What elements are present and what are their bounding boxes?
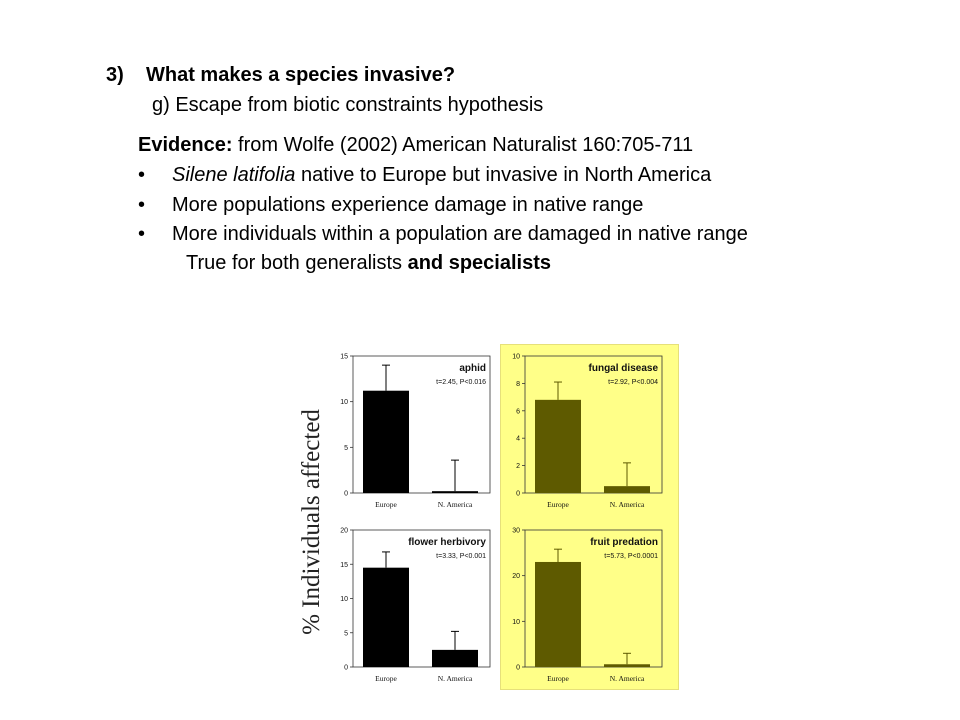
bullet-item: • Silene latifolia native to Europe but i… [138,164,711,187]
plot-frame [524,529,663,668]
slide-subheading: g) Escape from biotic constraints hypoth… [152,94,544,116]
y-tick-label: 4 [516,436,520,443]
y-tick-label: 8 [516,381,520,388]
panel-statistic: t=3.33, P<0.001 [436,553,486,560]
bar-europe [535,399,581,493]
bullet-text: native to Europe but invasive in North A… [295,164,712,186]
y-tick-label: 0 [344,491,348,498]
bullet-marker: • [138,164,146,186]
bar-n-america [432,649,478,667]
plot-frame [524,355,663,494]
y-tick-label: 15 [340,562,348,569]
chart-panel-fruit-predation: 0 10 20 30 Europe N. America fruit predation t=… [512,528,663,683]
panel-title: fruit predation [590,537,658,548]
y-tick-label: 0 [344,665,348,672]
evidence-citation: from Wolfe (2002) American Naturalist 16… [232,134,694,156]
x-category-label: N. America [438,674,473,683]
bullet-item: • More populations experience damage in n… [138,194,643,217]
y-tick-label: 0 [516,491,520,498]
panel-title: flower herbivory [408,537,486,548]
plot-frame [352,355,491,494]
x-category-label: Europe [547,500,569,509]
bullet-text: More populations experience damage in na… [172,194,644,216]
note-line: True for both generalists and specialist… [186,252,551,275]
evidence-label: Evidence: [138,134,233,156]
y-tick-label: 10 [340,596,348,603]
x-category-label: N. America [438,500,473,509]
note-bold: and specialists [407,252,551,274]
heading-text: What makes a species invasive? [146,64,456,86]
bar-n-america [604,486,650,493]
panel-statistic: t=2.45, P<0.016 [436,379,486,386]
x-category-label: N. America [610,674,645,683]
panel-statistic: t=5.73, P<0.0001 [604,553,658,560]
x-category-label: Europe [547,674,569,683]
y-tick-label: 2 [516,463,520,470]
x-category-label: N. America [610,500,645,509]
chart-panel-flower-herbivory: 0 5 10 15 20 Europe N. America flower herbivory… [340,528,491,683]
specialist-highlight-box [500,344,679,690]
bullet-marker: • [138,223,146,245]
y-tick-label: 30 [512,528,520,535]
bar-n-america [432,491,478,493]
bullet-marker: • [138,194,146,216]
bullet-item: • More individuals within a population ar… [138,223,748,246]
y-tick-label: 10 [512,619,520,626]
y-tick-label: 20 [512,573,520,580]
y-tick-label: 0 [516,665,520,672]
y-tick-label: 20 [340,528,348,535]
y-tick-label: 10 [512,354,520,361]
y-tick-label: 15 [340,354,348,361]
y-tick-label: 6 [516,408,520,415]
y-tick-label: 5 [344,445,348,452]
note-text: True for both generalists [186,252,408,274]
x-category-label: Europe [375,674,397,683]
panel-title: fungal disease [589,363,659,374]
y-tick-label: 10 [340,399,348,406]
panel-title: aphid [459,363,486,374]
evidence-line: Evidence: from Wolfe (2002) American Nat… [138,134,693,157]
bar-europe [535,561,581,667]
bar-n-america [604,664,650,667]
y-tick-label: 5 [344,630,348,637]
figure-y-axis-title: % Individuals affected [298,409,325,635]
bullet-text: More individuals within a population are… [172,223,748,245]
slide-heading: 3) What makes a species invasive? [106,64,455,87]
chart-panel-aphid: 0 5 10 15 Europe N. America aphid t=2.45, P<0.0… [340,354,491,509]
bar-europe [363,390,409,493]
x-category-label: Europe [375,500,397,509]
bar-europe [363,567,409,667]
species-name: Silene latifolia [172,164,296,186]
panel-statistic: t=2.92, P<0.004 [608,379,658,386]
heading-number: 3) [106,64,124,86]
chart-panel-fungal-disease: 0 2 4 6 8 10 Europe N. America fungal disease t=2… [512,354,663,509]
